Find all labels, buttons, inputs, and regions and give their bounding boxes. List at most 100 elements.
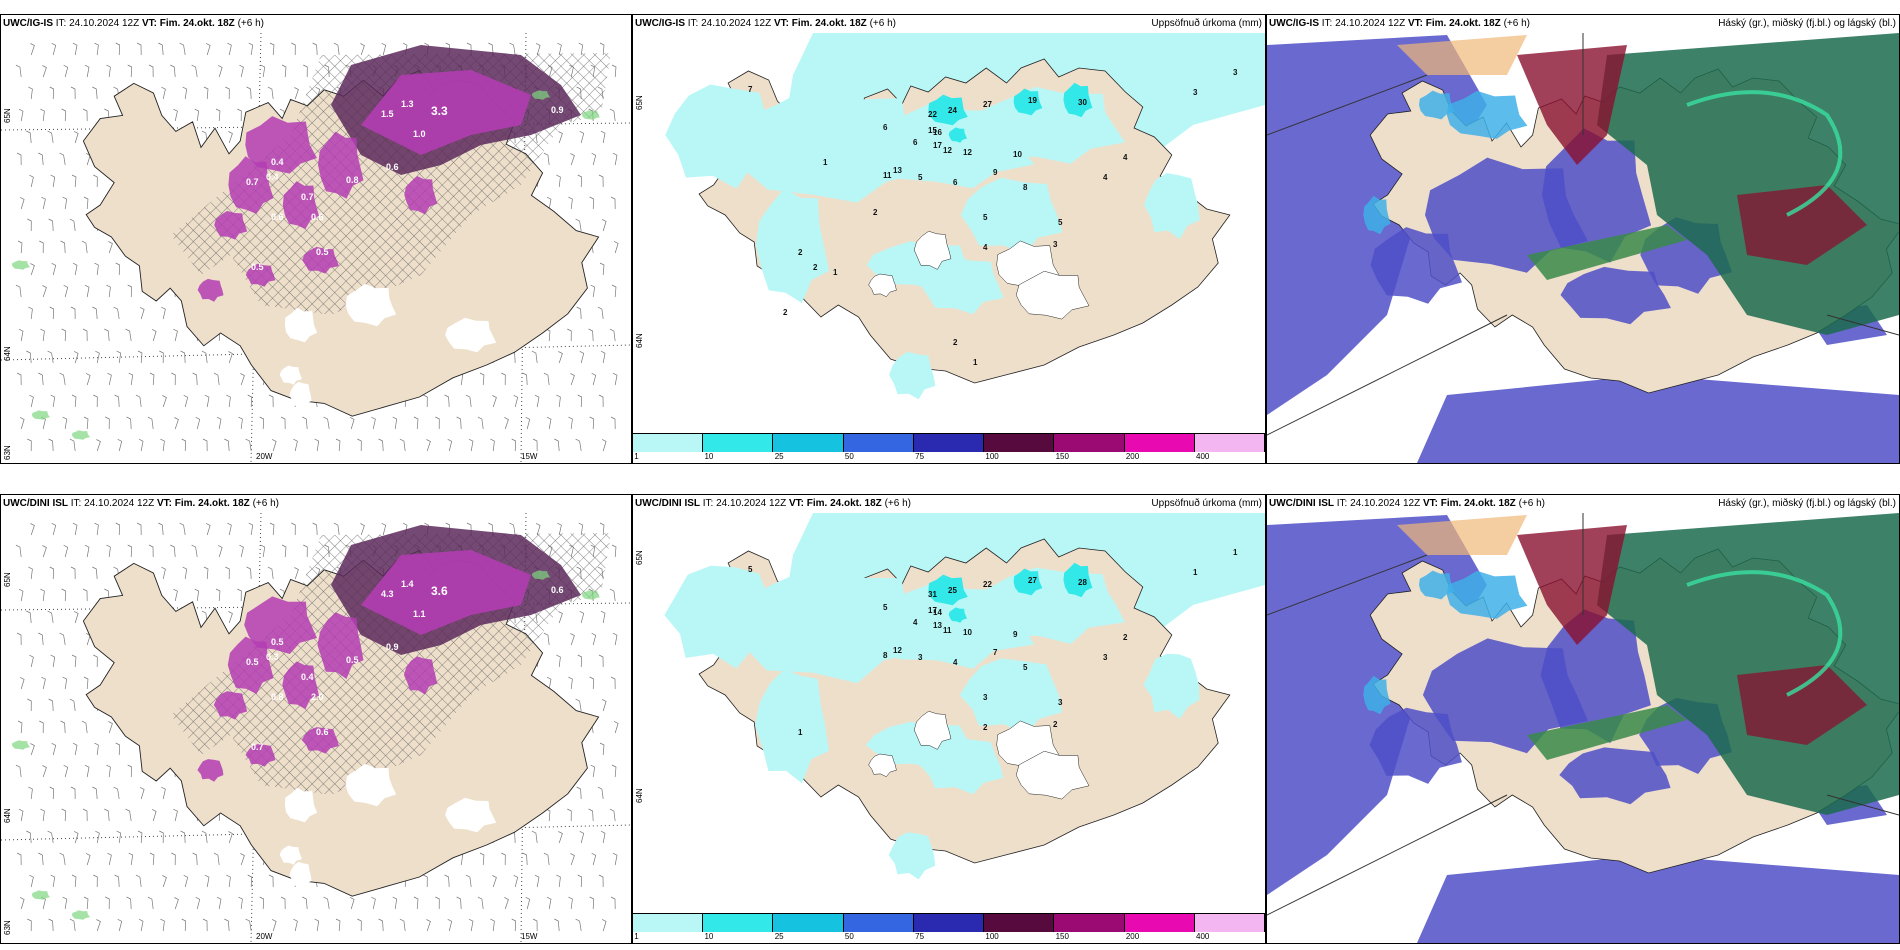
wind-barb bbox=[82, 328, 88, 342]
wind-barb bbox=[556, 654, 561, 668]
mixed-cloud-area bbox=[1737, 185, 1867, 265]
wind-barb bbox=[84, 64, 90, 78]
glacier bbox=[1015, 270, 1090, 320]
value-label: 5 bbox=[883, 603, 888, 612]
wind-barb bbox=[72, 42, 78, 56]
wind-barb bbox=[148, 64, 154, 78]
wind-barb bbox=[202, 438, 208, 452]
wind-barb bbox=[18, 328, 24, 342]
wind-barb bbox=[570, 633, 575, 646]
wind-barb bbox=[15, 64, 22, 78]
wind-barb bbox=[323, 896, 330, 910]
wind-barb bbox=[271, 439, 277, 452]
graticule-line bbox=[1267, 314, 1508, 436]
wind-barb bbox=[444, 394, 450, 408]
wind-barb bbox=[195, 896, 201, 910]
panel-top-right[interactable]: UWC/IG-IS IT: 24.10.2024 12Z VT: Fim. 24… bbox=[1266, 14, 1900, 464]
wind-barb bbox=[16, 372, 22, 386]
wind-barb bbox=[161, 566, 166, 580]
wind-barb bbox=[601, 219, 607, 232]
colorbar-tick-label: 400 bbox=[1196, 932, 1210, 941]
wind-barb bbox=[269, 42, 275, 56]
precip-area bbox=[959, 658, 1062, 734]
wind-barb bbox=[237, 588, 242, 602]
precip-area bbox=[920, 256, 1004, 315]
glacier bbox=[284, 787, 318, 823]
wind-barb bbox=[225, 566, 230, 580]
wind-barb bbox=[116, 830, 122, 844]
icing-area bbox=[227, 636, 274, 694]
colorbar-box bbox=[1054, 434, 1125, 452]
wind-barb bbox=[392, 896, 398, 910]
colorbar-box bbox=[633, 434, 704, 452]
wind-barb bbox=[26, 830, 32, 844]
wind-barb bbox=[42, 545, 47, 558]
wind-barb bbox=[18, 108, 24, 122]
wind-barb bbox=[71, 874, 77, 888]
wind-barb bbox=[302, 896, 308, 910]
wind-barb bbox=[174, 897, 179, 910]
wind-barb bbox=[47, 350, 54, 364]
wind-barb bbox=[589, 896, 595, 910]
wind-barb bbox=[19, 197, 25, 210]
wind-barb bbox=[105, 416, 110, 430]
panel-bottom-middle[interactable]: 25 28 27 31 22 14 17 12 13 11 10 9 8 7 5 5 5 4 4 3 3 3 3 2 2 2 1 1 1… bbox=[632, 494, 1266, 944]
wind-barb bbox=[108, 721, 113, 734]
wind-barb bbox=[576, 786, 582, 800]
wind-barb bbox=[611, 544, 617, 558]
value-label: 5 bbox=[1023, 663, 1028, 672]
wind-barb bbox=[303, 544, 308, 558]
wind-barb bbox=[28, 786, 33, 800]
wind-barb bbox=[525, 416, 531, 430]
wind-barb bbox=[509, 522, 516, 536]
wind-barb bbox=[239, 64, 244, 78]
wind-barb bbox=[556, 874, 561, 888]
low-cloud-area bbox=[1540, 609, 1651, 744]
value-label: 1.0 bbox=[413, 129, 426, 139]
value-label: 10 bbox=[1013, 150, 1022, 159]
precip-area bbox=[889, 351, 936, 400]
wind-barb bbox=[182, 566, 188, 580]
wind-barb bbox=[42, 65, 47, 78]
wind-barb bbox=[612, 632, 618, 646]
value-label: 0.7 bbox=[251, 742, 264, 752]
wind-barb bbox=[204, 394, 210, 408]
wind-barb bbox=[601, 699, 607, 712]
panel-top-left[interactable]: 3.3 1.5 1.3 0.9 1.0 0.4 0.4 0.7 0.6 0.6 0.8 0.5 0.6 0… bbox=[0, 14, 632, 464]
value-label: 3 bbox=[1103, 653, 1108, 662]
glacier bbox=[913, 710, 952, 750]
colorbar-tick-label: 25 bbox=[774, 452, 784, 461]
wind-barb bbox=[174, 417, 179, 430]
wind-barb bbox=[312, 522, 318, 536]
wind-barb bbox=[371, 416, 376, 430]
wind-barb bbox=[468, 438, 474, 452]
wind-barb bbox=[127, 544, 133, 558]
wind-barb bbox=[126, 896, 132, 910]
wind-barb bbox=[173, 588, 178, 602]
mid-cloud-area bbox=[1446, 90, 1528, 139]
wind-barb bbox=[577, 394, 583, 408]
value-label: 0.6 bbox=[311, 212, 324, 222]
colorbar-tick-label: 50 bbox=[844, 932, 854, 941]
wind-barb bbox=[378, 918, 384, 932]
glacier bbox=[289, 382, 312, 409]
panel-top-middle[interactable]: 24 30 19 22 27 16 15 13 17 12 12 10 11 9 8 7 6 6 6 5 5 5 4 4 4 3 3… bbox=[632, 14, 1266, 464]
wind-barb bbox=[225, 86, 230, 100]
panel-bottom-right[interactable]: UWC/DINI ISL IT: 24.10.2024 12Z VT: Fim.… bbox=[1266, 494, 1900, 944]
wind-barb bbox=[41, 676, 46, 690]
wind-barb bbox=[444, 874, 450, 888]
wind-barb bbox=[48, 918, 54, 932]
panel-bottom-left[interactable]: 3.6 4.3 1.4 0.6 1.1 0.5 0.3 0.4 2.0 0.9 0.5 0.6 0.8 0… bbox=[0, 494, 632, 944]
wind-barb bbox=[570, 853, 575, 866]
colorbar-tick-label: 150 bbox=[1055, 452, 1069, 461]
wind-barb bbox=[93, 874, 98, 888]
wind-barb bbox=[609, 108, 616, 122]
wind-barb bbox=[204, 874, 210, 888]
wind-barb bbox=[82, 808, 88, 822]
value-label: 27 bbox=[1028, 576, 1037, 585]
wind-barb bbox=[215, 588, 221, 602]
wind-barb bbox=[477, 896, 484, 910]
wind-barb bbox=[147, 896, 154, 910]
wind-barb bbox=[28, 566, 33, 580]
